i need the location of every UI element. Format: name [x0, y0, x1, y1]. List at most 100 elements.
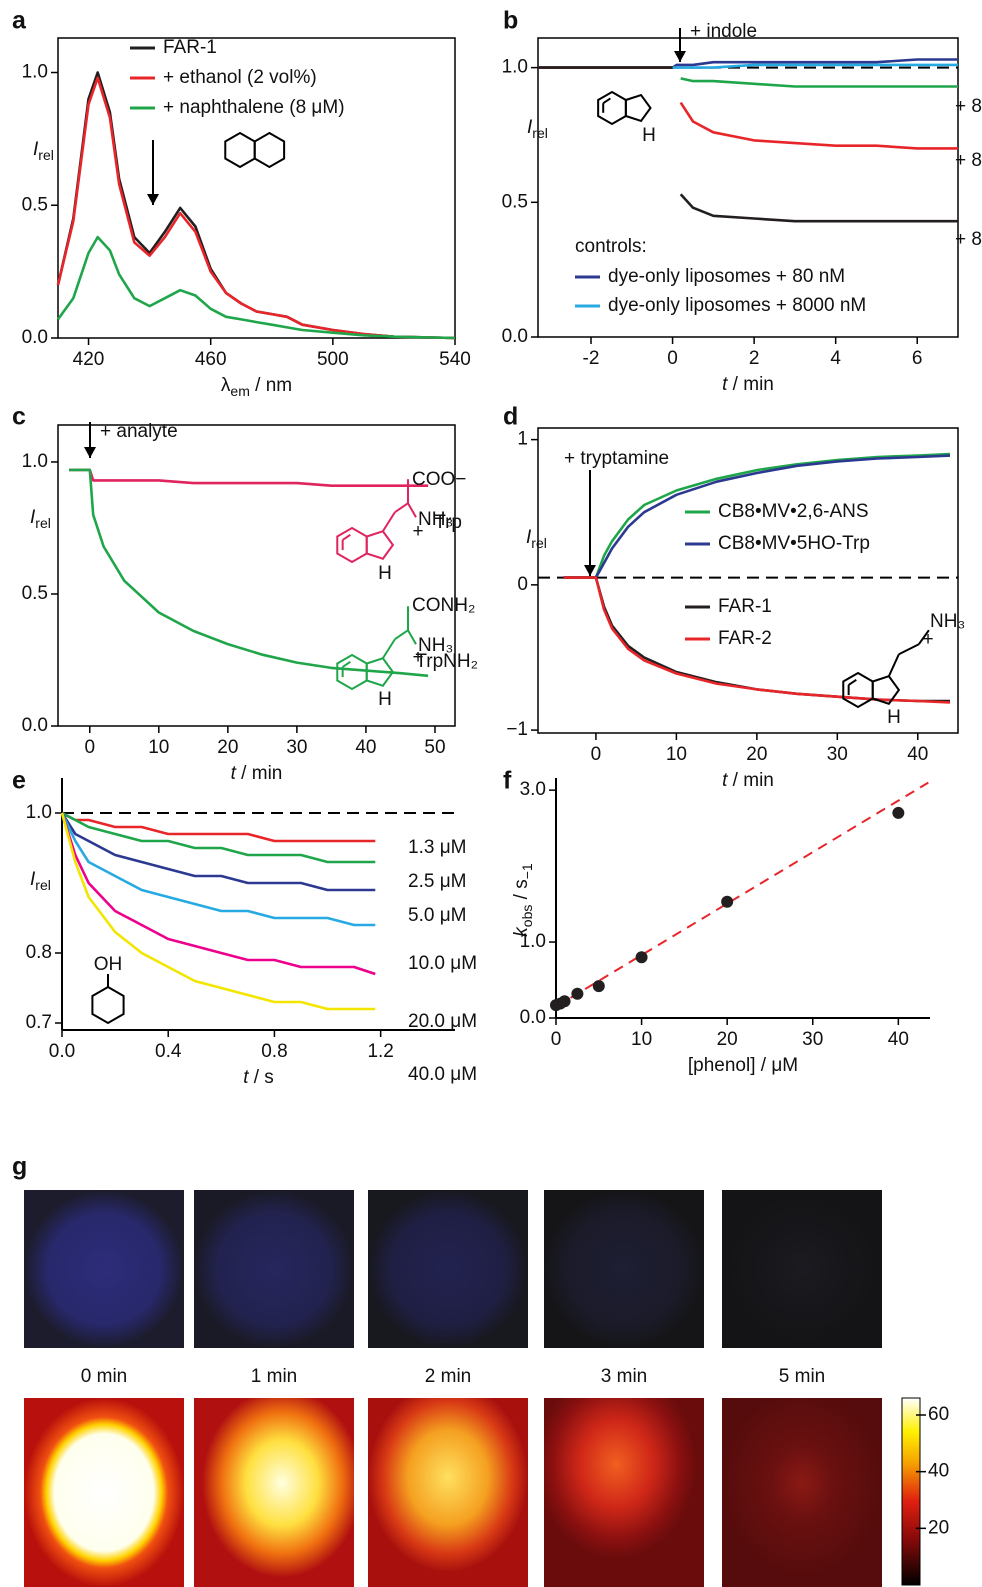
- x-tick-label: 40: [907, 744, 928, 765]
- x-tick-label: 0.4: [155, 1041, 182, 1062]
- image-label: 0 min: [81, 1366, 127, 1387]
- structure: [382, 511, 396, 532]
- x-tick-label: 10: [631, 1029, 652, 1050]
- axis-label-part: / min: [727, 374, 773, 395]
- y-tick-label: 1.0: [26, 802, 52, 823]
- annotation: + analyte: [100, 421, 178, 442]
- axis-label-part: k: [511, 926, 532, 937]
- x-tick-label: 40: [355, 737, 376, 758]
- annotation: H: [642, 125, 656, 146]
- x-tick-label: 6: [912, 348, 923, 369]
- heatmap: [368, 1398, 528, 1587]
- legend-label: + naphthalene (8 μM): [163, 97, 345, 118]
- x-tick-label: -2: [583, 348, 600, 369]
- axis-label: Irel: [30, 507, 51, 531]
- legend-label: FAR-1: [163, 37, 217, 58]
- y-tick-label: 1.0: [502, 57, 528, 78]
- data-line: [538, 66, 958, 150]
- y-tick-label: 0.0: [502, 326, 528, 347]
- heatmap: [194, 1398, 354, 1587]
- axis-label: Irel: [33, 139, 54, 163]
- legend-label: + ethanol (2 vol%): [163, 67, 317, 88]
- arrow-head: [84, 447, 96, 458]
- data-line: [60, 812, 376, 892]
- structure: [394, 502, 409, 514]
- plot-frame: [537, 37, 959, 338]
- heatmap: [24, 1398, 184, 1587]
- structure: [382, 638, 396, 659]
- axis-label: Irel: [30, 869, 51, 893]
- series-label: + 800 nM: [955, 150, 982, 171]
- annotation: + indole: [690, 21, 757, 42]
- series-label: + 80 nM: [955, 96, 982, 117]
- colorbar-label: 60: [928, 1404, 949, 1425]
- x-tick-label: 0: [551, 1029, 562, 1050]
- x-tick-label: 20: [746, 744, 767, 765]
- data-line: [60, 812, 376, 927]
- axis-label-part: I: [527, 117, 533, 138]
- panel-letter: g: [12, 1153, 27, 1181]
- structure: [91, 985, 125, 1025]
- axis-label-part: I: [526, 527, 532, 548]
- data-line: [69, 468, 429, 487]
- data-line: [69, 468, 429, 678]
- y-tick-label: 0: [517, 574, 528, 595]
- legend-label: dye-only liposomes + 8000 nM: [608, 295, 866, 316]
- data-point: [571, 987, 584, 1000]
- y-tick-label: −1: [506, 719, 528, 740]
- structure: [365, 530, 395, 560]
- structure: [871, 675, 901, 705]
- structure: [624, 93, 652, 123]
- x-tick-label: 4: [830, 348, 841, 369]
- axis-label-part: em: [230, 383, 249, 399]
- series-label: 10.0 μM: [408, 953, 477, 974]
- axis-label-part: / s: [511, 879, 532, 904]
- fit-line: [555, 781, 929, 1008]
- panel-letter: b: [503, 7, 518, 35]
- y-tick-label: 0.0: [22, 715, 48, 736]
- micrograph: [722, 1190, 882, 1348]
- x-tick-label: 20: [217, 737, 238, 758]
- structure: [407, 629, 417, 645]
- y-tick-label: 3.0: [520, 779, 546, 800]
- axis-label: Irel: [526, 527, 547, 551]
- axis-label-part: rel: [35, 877, 51, 893]
- series-label: 1.3 μM: [408, 837, 466, 858]
- axis-label-part: / s: [248, 1067, 273, 1088]
- axis-label-part: [phenol] / μM: [688, 1055, 798, 1076]
- x-tick-label: 40: [888, 1029, 909, 1050]
- structure: [918, 629, 930, 645]
- data-point: [592, 980, 605, 993]
- arrow-head: [674, 51, 686, 62]
- x-tick-label: 0: [667, 348, 678, 369]
- plot-frame: [57, 424, 456, 727]
- x-tick-label: 0: [591, 744, 602, 765]
- plot-frame: [57, 37, 456, 339]
- data-line: [563, 576, 951, 704]
- axis-label: t / s: [243, 1067, 274, 1088]
- annotation: CONH₂: [412, 595, 475, 616]
- x-tick-label: 30: [286, 737, 307, 758]
- data-line: [56, 76, 456, 340]
- structure: [848, 678, 857, 686]
- data-line: [538, 66, 958, 223]
- colorbar-label: 40: [928, 1461, 949, 1482]
- x-tick-label: 20: [717, 1029, 738, 1050]
- series-label: Trp: [434, 512, 462, 533]
- structure: [887, 653, 900, 677]
- x-tick-label: 460: [195, 349, 227, 370]
- annotation: NH₃: [418, 635, 453, 656]
- axis-label-part: rel: [38, 147, 54, 163]
- data-line: [538, 66, 958, 88]
- structure: [342, 533, 351, 541]
- axis-label: Irel: [527, 117, 548, 141]
- panel-letter: f: [503, 767, 512, 795]
- micrograph: [194, 1190, 354, 1348]
- structure: [898, 643, 920, 656]
- series-label: + 8,000 nM: [955, 229, 982, 250]
- data-point: [892, 806, 905, 819]
- legend-label: dye-only liposomes + 80 nM: [608, 266, 845, 287]
- x-tick-label: 10: [666, 744, 687, 765]
- image-label: 3 min: [601, 1366, 647, 1387]
